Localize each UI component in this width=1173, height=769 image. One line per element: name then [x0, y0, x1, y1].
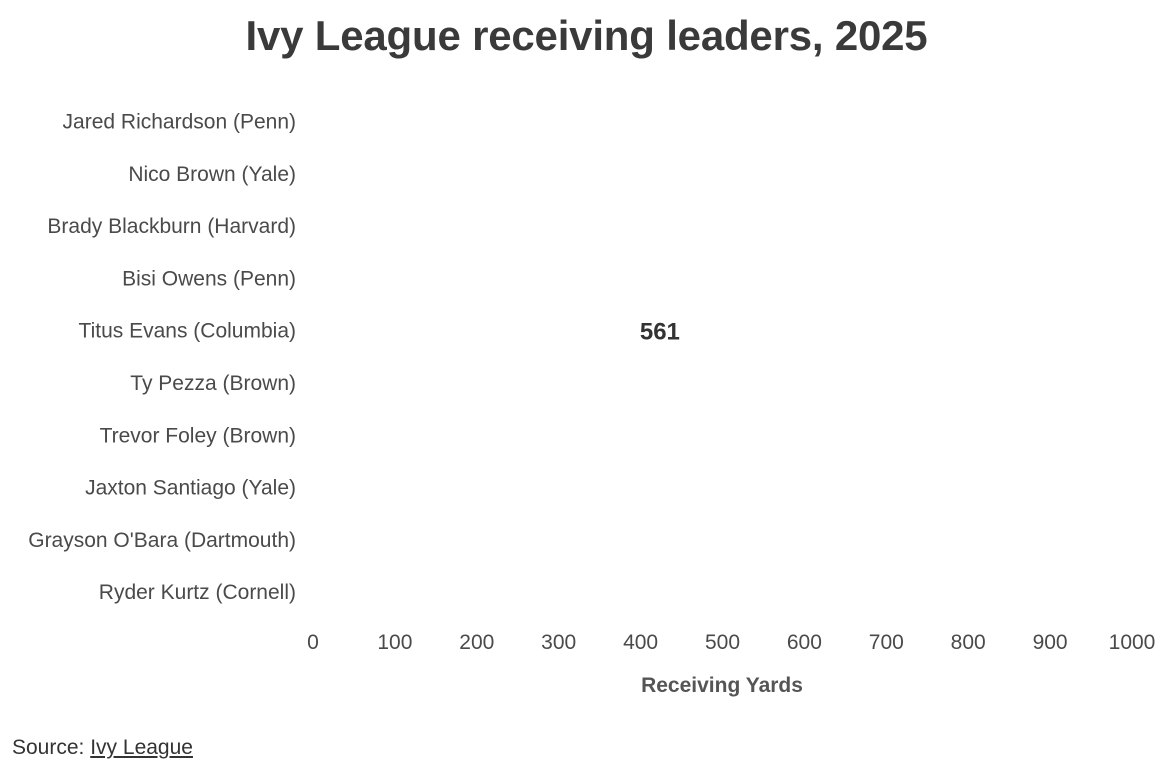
bar-chart: Jared Richardson (Penn) Nico Brown (Yale)… — [28, 111, 1155, 697]
x-tick-label: 100 — [377, 631, 412, 654]
bars — [313, 314, 772, 350]
category-label: Brady Blackburn (Harvard) — [47, 215, 296, 238]
category-label: Nico Brown (Yale) — [128, 163, 296, 186]
category-label: Bisi Owens (Penn) — [122, 267, 296, 290]
category-label: Jaxton Santiago (Yale) — [85, 477, 296, 500]
x-tick-label: 200 — [459, 631, 494, 654]
category-label: Ty Pezza (Brown) — [130, 372, 296, 395]
x-tick-label: 400 — [623, 631, 658, 654]
data-labels: 561 — [640, 319, 680, 346]
x-tick-label: 900 — [1033, 631, 1068, 654]
source-link[interactable]: Ivy League — [90, 736, 193, 759]
x-tick-label: 0 — [307, 631, 319, 654]
category-labels: Jared Richardson (Penn) Nico Brown (Yale)… — [28, 111, 296, 605]
x-tick-label: 800 — [951, 631, 986, 654]
category-label: Ryder Kurtz (Cornell) — [99, 581, 296, 604]
data-label: 561 — [640, 319, 680, 346]
chart-title: Ivy League receiving leaders, 2025 — [245, 12, 928, 59]
category-label: Jared Richardson (Penn) — [63, 111, 296, 134]
bar — [313, 314, 772, 350]
x-tick-label: 1000 — [1109, 631, 1156, 654]
category-label: Grayson O'Bara (Dartmouth) — [28, 529, 296, 552]
x-tick-label: 700 — [869, 631, 904, 654]
x-tick-label: 300 — [541, 631, 576, 654]
category-label: Titus Evans (Columbia) — [79, 320, 296, 343]
x-tick-label: 500 — [705, 631, 740, 654]
x-axis-ticks: 0 100 200 300 400 500 600 700 800 900 1000 — [307, 631, 1155, 654]
source-note: Source: Ivy League — [12, 736, 193, 760]
source-prefix: Source: — [12, 736, 91, 759]
x-axis-title: Receiving Yards — [641, 674, 803, 697]
x-tick-label: 600 — [787, 631, 822, 654]
category-label: Trevor Foley (Brown) — [100, 424, 296, 447]
